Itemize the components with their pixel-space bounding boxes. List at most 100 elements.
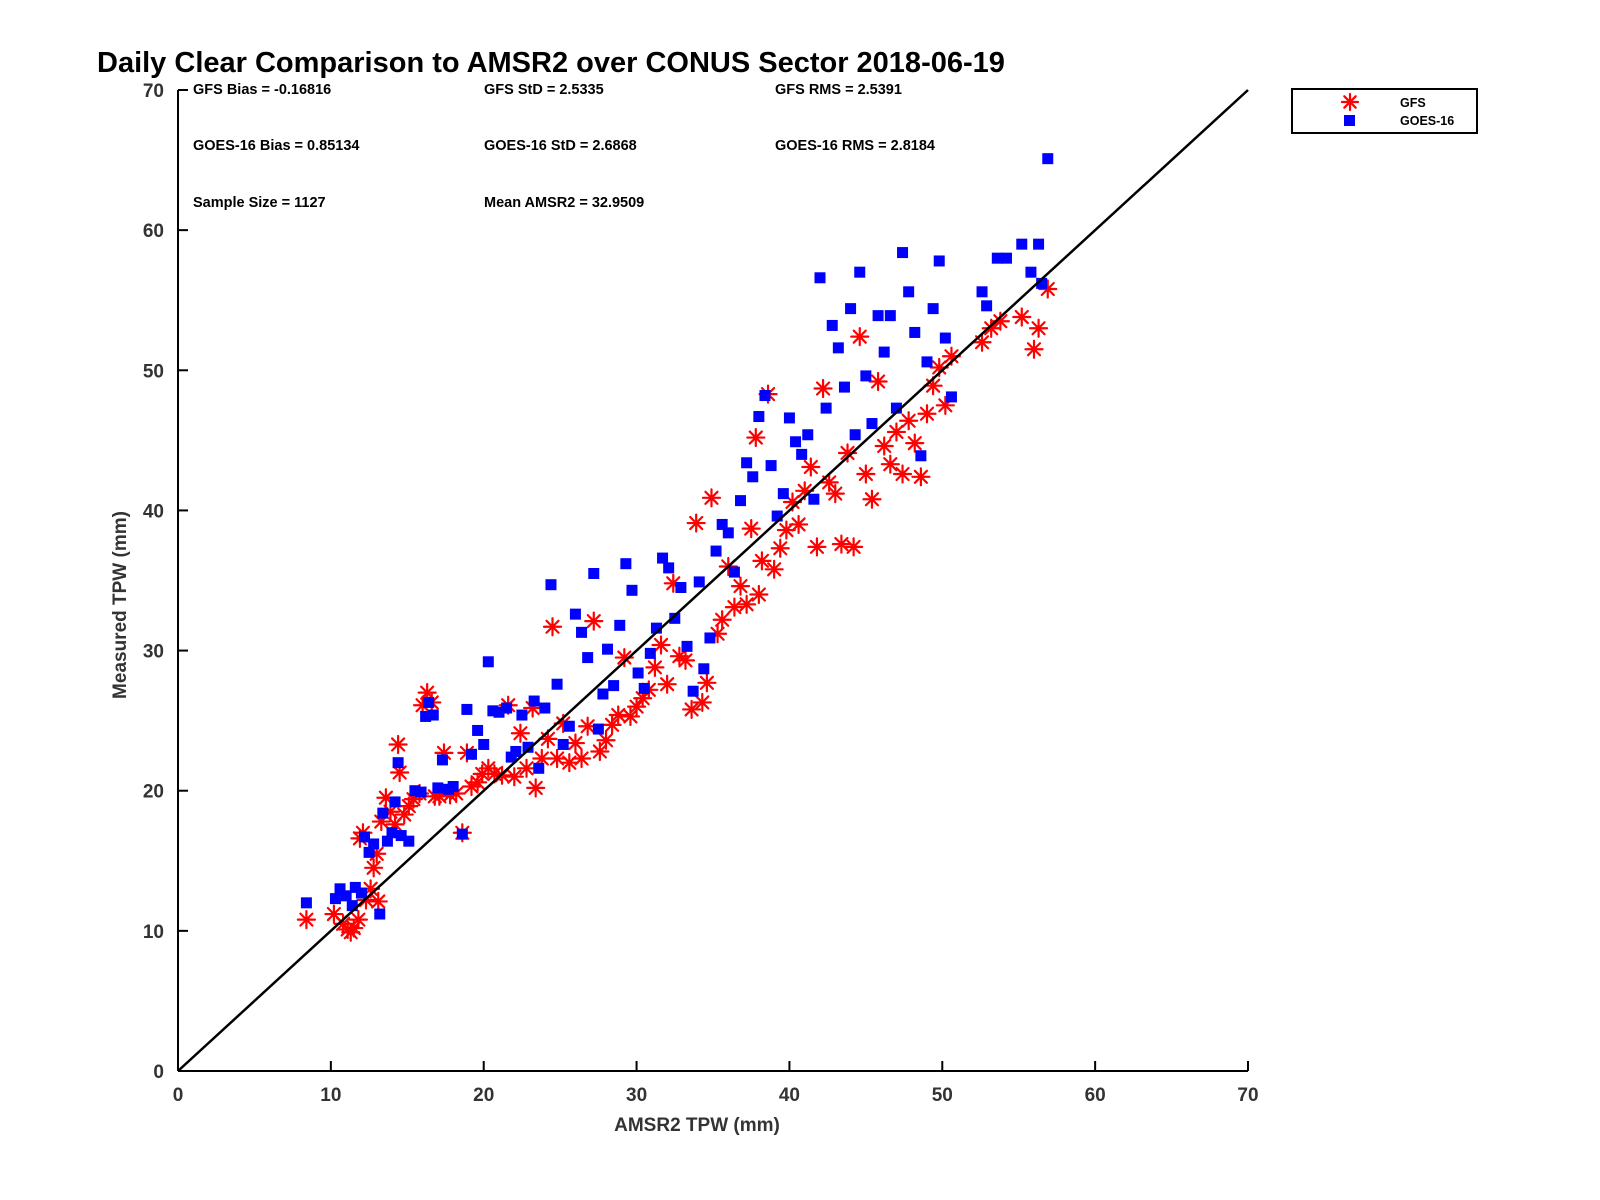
gfs-point xyxy=(899,411,919,431)
gfs-point xyxy=(565,733,586,753)
gfs-point xyxy=(675,650,696,670)
goes16-point xyxy=(355,887,367,899)
goes16-point xyxy=(644,647,656,659)
gfs-point xyxy=(645,657,665,677)
goes16-point xyxy=(927,303,939,315)
goes16-point xyxy=(1000,252,1012,264)
goes16-point xyxy=(845,303,857,315)
gfs-point xyxy=(874,436,894,456)
goes16-point xyxy=(1042,153,1054,165)
goes16-point xyxy=(1016,238,1028,250)
goes16-point xyxy=(669,612,681,624)
goes16-point xyxy=(539,702,551,714)
gfs-point xyxy=(844,537,864,557)
goes16-point xyxy=(1025,266,1037,278)
stat-goes16-std: GOES-16 StD = 2.6868 xyxy=(484,138,637,154)
chart-title: Daily Clear Comparison to AMSR2 over CON… xyxy=(97,47,1005,79)
goes16-point xyxy=(436,754,448,766)
gfs-point xyxy=(697,673,717,693)
stat-gfs-std: GFS StD = 2.5335 xyxy=(484,82,604,98)
stat-sample-size: Sample Size = 1127 xyxy=(193,195,326,211)
goes16-point xyxy=(409,785,421,797)
goes16-point xyxy=(432,782,444,794)
x-tick-label: 30 xyxy=(626,1085,647,1106)
goes16-point xyxy=(528,695,540,707)
goes16-point xyxy=(423,696,435,708)
goes16-point xyxy=(939,332,951,344)
goes16-point xyxy=(759,390,771,402)
y-tick-label: 10 xyxy=(143,922,164,943)
y-tick-label: 30 xyxy=(143,642,164,663)
legend-box xyxy=(1291,88,1478,134)
goes16-point xyxy=(456,828,468,840)
goes16-point xyxy=(363,846,375,858)
gfs-point xyxy=(559,753,579,773)
y-tick-label: 70 xyxy=(143,81,164,102)
gfs-point xyxy=(701,488,722,508)
goes16-point xyxy=(790,436,802,448)
goes16-point xyxy=(814,272,826,284)
goes16-point xyxy=(722,527,734,539)
gfs-point xyxy=(825,484,845,504)
x-tick-label: 50 xyxy=(932,1085,953,1106)
goes16-point xyxy=(487,705,499,717)
series-goes-16 xyxy=(300,153,1054,920)
gfs-point xyxy=(571,748,592,769)
goes16-point xyxy=(420,710,432,722)
goes16-point xyxy=(597,688,609,700)
gfs-point xyxy=(608,705,628,725)
goes16-point xyxy=(608,680,620,692)
goes16-point xyxy=(735,495,747,507)
gfs-point xyxy=(542,617,563,637)
x-tick-label: 0 xyxy=(173,1085,184,1106)
gfs-point xyxy=(741,519,761,539)
goes16-point xyxy=(650,622,662,634)
goes16-point xyxy=(334,883,346,895)
y-tick-label: 40 xyxy=(143,501,164,522)
goes16-point xyxy=(510,745,522,757)
goes16-point xyxy=(808,493,820,505)
goes16-point xyxy=(395,830,407,842)
gfs-point xyxy=(746,427,766,448)
gfs-point xyxy=(880,454,900,474)
goes16-point xyxy=(704,632,716,644)
gfs-point xyxy=(892,464,913,484)
gfs-point xyxy=(917,404,937,424)
goes16-point xyxy=(638,682,650,694)
goes16-point xyxy=(582,652,594,664)
goes16-point xyxy=(854,266,866,278)
goes16-point xyxy=(465,748,477,760)
goes16-point xyxy=(329,893,341,905)
goes16-point xyxy=(710,545,722,557)
gfs-point xyxy=(905,433,925,453)
goes16-point xyxy=(1036,277,1048,289)
stats-text-block: GFS Bias = -0.16816 GFS StD = 2.5335 GFS… xyxy=(193,82,935,211)
goes16-point xyxy=(349,881,361,893)
gfs-point xyxy=(547,748,567,769)
goes16-point xyxy=(569,608,581,620)
gfs-point xyxy=(651,635,671,655)
goes16-point xyxy=(820,402,832,414)
goes16-point xyxy=(374,908,386,920)
gfs-point xyxy=(831,534,852,554)
goes16-point xyxy=(698,663,710,675)
goes16-point xyxy=(693,576,705,588)
goes16-point xyxy=(415,786,427,798)
goes16-point xyxy=(976,286,988,298)
goes16-point xyxy=(377,807,389,819)
goes16-point xyxy=(826,319,838,331)
goes16-point xyxy=(728,566,740,578)
goes16-point xyxy=(516,709,528,721)
gfs-point xyxy=(752,551,772,571)
gfs-point xyxy=(972,332,992,352)
goes16-point xyxy=(386,827,398,839)
goes16-point xyxy=(626,584,638,596)
goes16-point xyxy=(340,890,352,902)
gfs-point xyxy=(981,318,1001,338)
goes16-point xyxy=(501,702,513,714)
gfs-point xyxy=(801,457,821,477)
goes16-point xyxy=(563,720,575,732)
x-tick-label: 70 xyxy=(1237,1085,1258,1106)
goes16-point xyxy=(632,667,644,679)
